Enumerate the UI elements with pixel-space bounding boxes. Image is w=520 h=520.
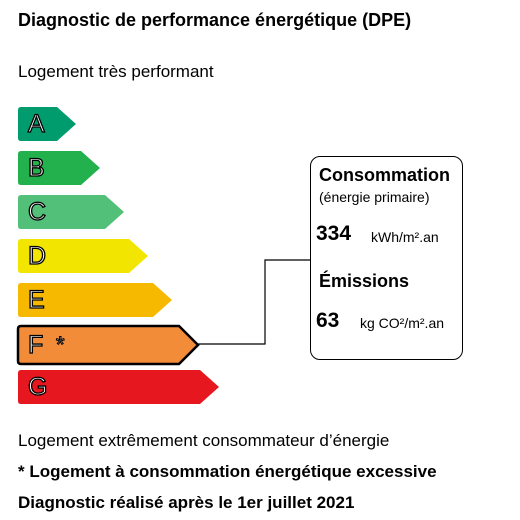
- page-title: Diagnostic de performance énergétique (D…: [18, 10, 412, 30]
- date-note: Diagnostic réalisé après le 1er juillet …: [18, 493, 355, 512]
- class-bar-d: D: [18, 239, 152, 273]
- class-bar-a: A: [18, 107, 80, 141]
- consumption-unit: kWh/m².an: [371, 229, 439, 245]
- class-bar-f: F *: [16, 324, 202, 366]
- consumption-value: 334: [316, 222, 352, 245]
- emissions-unit: kg CO²/m².an: [360, 315, 445, 331]
- footnote: * Logement à consommation énergétique ex…: [18, 462, 437, 481]
- emissions-label: Émissions: [319, 271, 410, 291]
- class-arrow-shape: [18, 107, 76, 141]
- class-arrow-shape: [18, 283, 172, 317]
- class-arrow-shape: [18, 195, 124, 229]
- class-letter: B: [27, 153, 45, 182]
- class-letter: A: [27, 109, 45, 138]
- consumption-panel: Consommation (énergie primaire) 334 kWh/…: [310, 156, 463, 360]
- class-arrow-shape: [18, 239, 148, 273]
- top-scale-label: Logement très performant: [18, 62, 214, 81]
- class-arrow-shape: [18, 370, 219, 404]
- class-arrow-shape: [18, 151, 100, 185]
- class-letter: F: [27, 330, 44, 359]
- consumption-label: Consommation: [319, 165, 451, 185]
- consumption-sub-label: (énergie primaire): [319, 189, 430, 205]
- bottom-scale-label: Logement extrêmement consommateur d’éner…: [18, 431, 390, 450]
- class-bar-b: B: [18, 151, 104, 185]
- excessive-consumption-marker: *: [56, 332, 66, 358]
- class-bar-c: C: [18, 195, 128, 229]
- emissions-value: 63: [316, 309, 340, 332]
- class-bar-g: G: [18, 370, 223, 404]
- class-bar-e: E: [18, 283, 176, 317]
- class-letter: G: [27, 372, 48, 401]
- class-arrow-shape: [16, 324, 200, 366]
- class-letter: D: [27, 241, 47, 270]
- class-letter: C: [27, 197, 47, 226]
- class-letter: E: [27, 285, 45, 314]
